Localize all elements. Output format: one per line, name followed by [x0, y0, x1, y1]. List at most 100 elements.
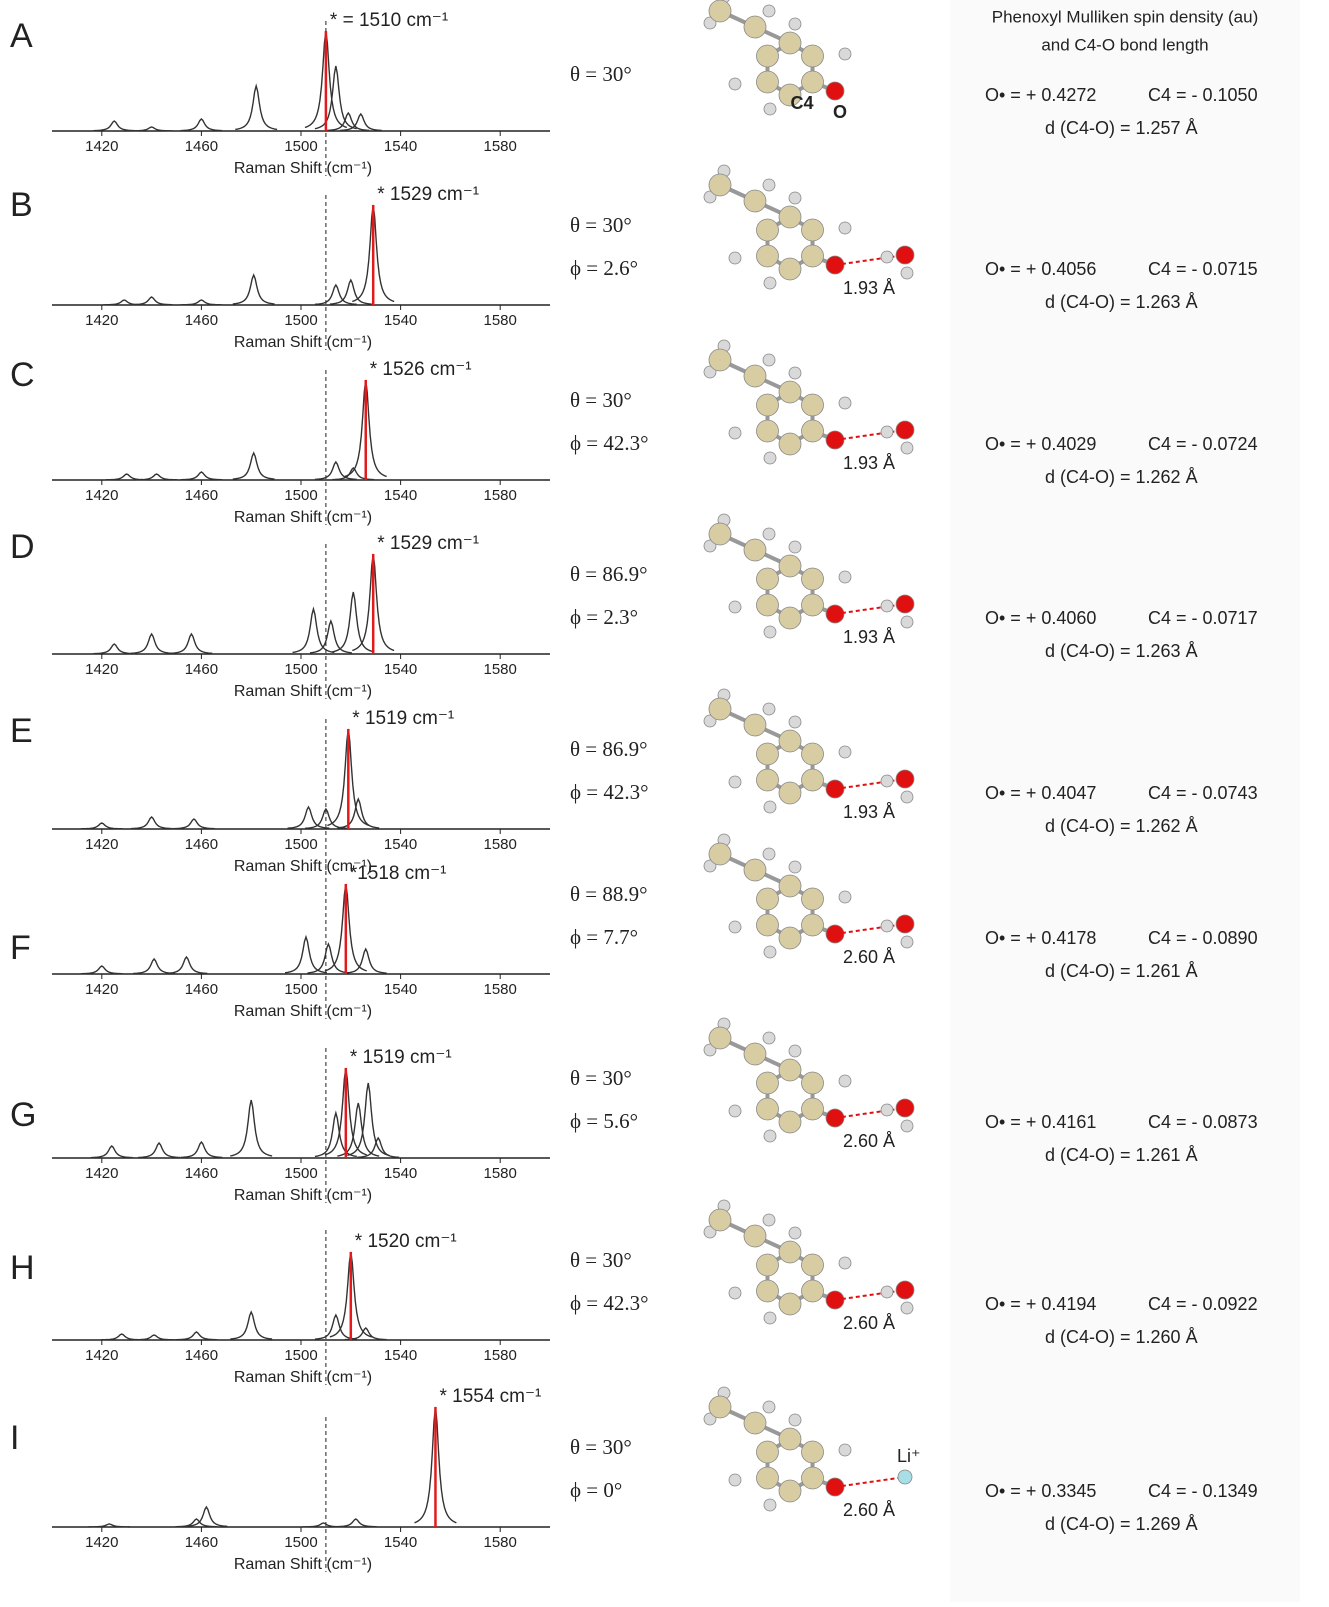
c-atom: [709, 174, 731, 196]
c-atom: [779, 206, 801, 228]
bond-length: d (C4-O) = 1.257 Å: [1045, 118, 1198, 138]
x-tick-label: 1460: [185, 1347, 218, 1364]
c-atom: [709, 1027, 731, 1049]
spectrum-peak: [131, 634, 173, 653]
c-atom: [779, 607, 801, 629]
x-tick-label: 1460: [185, 661, 218, 678]
c-atom: [744, 539, 766, 561]
h-bond: [835, 1290, 905, 1300]
x-tick-label: 1540: [384, 1165, 417, 1182]
molecule: 1.93 Å: [704, 165, 914, 298]
h-atom: [839, 222, 851, 234]
c-atom: [709, 843, 731, 865]
spin-density: O• = + 0.4056: [985, 259, 1096, 279]
c-atom: [756, 219, 778, 241]
x-tick-label: 1540: [384, 836, 417, 853]
h-atom: [881, 775, 893, 787]
h-atom: [789, 367, 801, 379]
x-axis-label: Raman Shift (cm⁻¹): [234, 683, 372, 700]
x-tick-label: 1580: [484, 312, 517, 329]
spectrum-peak: [131, 817, 173, 829]
c4-spin: C4 = - 0.0743: [1148, 783, 1258, 803]
c-atom: [756, 1072, 778, 1094]
c-atom: [779, 258, 801, 280]
spin-density: O• = + 0.4047: [985, 783, 1096, 803]
bond-length: d (C4-O) = 1.262 Å: [1045, 816, 1198, 836]
theta: θ = 30°: [570, 388, 632, 412]
panel-letter: D: [10, 528, 35, 566]
x-tick-label: 1580: [484, 836, 517, 853]
figure: Phenoxyl Mulliken spin density (au) and …: [0, 0, 1329, 1602]
li-atom: [898, 1470, 912, 1484]
c-atom: [756, 888, 778, 910]
c-atom: [709, 1209, 731, 1231]
h-atom: [901, 791, 913, 803]
x-tick-label: 1540: [384, 981, 417, 998]
c-atom: [779, 1241, 801, 1263]
peak-annotation: * 1519 cm⁻¹: [350, 1047, 452, 1068]
h-atom: [763, 1401, 775, 1413]
spectrum-peak: [138, 1143, 180, 1157]
bond-length: d (C4-O) = 1.262 Å: [1045, 467, 1198, 487]
c-atom: [802, 594, 824, 616]
h-atom: [789, 1045, 801, 1057]
x-tick-label: 1500: [284, 836, 317, 853]
o-atom: [896, 1099, 914, 1117]
h-bond: [835, 604, 905, 614]
h-atom: [881, 426, 893, 438]
c-atom: [756, 1467, 778, 1489]
x-tick-label: 1460: [185, 981, 218, 998]
x-tick-label: 1540: [384, 138, 417, 155]
h-atom: [764, 1130, 776, 1142]
c4-spin: C4 = - 0.0922: [1148, 1294, 1258, 1314]
molecule: 2.60 Å: [704, 1200, 914, 1333]
c-atom: [756, 914, 778, 936]
c-atom: [802, 45, 824, 67]
panel-letter: E: [10, 712, 33, 750]
theta: θ = 30°: [570, 213, 632, 237]
spectrum-peak: [230, 1100, 272, 1156]
c-atom: [802, 1098, 824, 1120]
spectrum-peak: [233, 453, 275, 479]
h-atom: [764, 277, 776, 289]
h-atom: [881, 920, 893, 932]
o-atom: [826, 82, 844, 100]
o-atom: [896, 770, 914, 788]
x-tick-label: 1420: [85, 661, 118, 678]
c4-spin: C4 = - 0.0715: [1148, 259, 1258, 279]
c-atom: [756, 769, 778, 791]
spectrum-peak: [173, 819, 215, 829]
c-atom: [802, 769, 824, 791]
x-tick-label: 1580: [484, 981, 517, 998]
peak-annotation: * 1554 cm⁻¹: [439, 1386, 541, 1407]
spectrum-peak: [93, 644, 135, 654]
h-atom: [789, 1227, 801, 1239]
h-atom: [881, 1104, 893, 1116]
c-atom: [802, 219, 824, 241]
peak-annotation: *1518 cm⁻¹: [350, 863, 447, 884]
x-tick-label: 1500: [284, 312, 317, 329]
spectrum-peak: [180, 300, 222, 305]
x-tick-label: 1460: [185, 138, 218, 155]
theta: θ = 86.9°: [570, 737, 648, 761]
x-tick-label: 1420: [85, 138, 118, 155]
h-atom: [839, 397, 851, 409]
spectrum-peak: [136, 474, 178, 480]
h-atom: [839, 48, 851, 60]
c-atom: [756, 394, 778, 416]
panel-letter: I: [10, 1419, 19, 1457]
c-atom: [709, 523, 731, 545]
spectrum-peak: [133, 1335, 175, 1340]
spectrum-peak: [180, 119, 222, 131]
spin-density: O• = + 0.4178: [985, 928, 1096, 948]
c-atom: [756, 1280, 778, 1302]
x-tick-label: 1580: [484, 1534, 517, 1551]
h-atom: [729, 78, 741, 90]
h-atom: [881, 600, 893, 612]
x-tick-label: 1420: [85, 312, 118, 329]
o-atom: [896, 421, 914, 439]
o-atom: [896, 915, 914, 933]
bond-length: d (C4-O) = 1.263 Å: [1045, 641, 1198, 661]
h-atom: [839, 1444, 851, 1456]
panel-letter: A: [10, 17, 33, 55]
